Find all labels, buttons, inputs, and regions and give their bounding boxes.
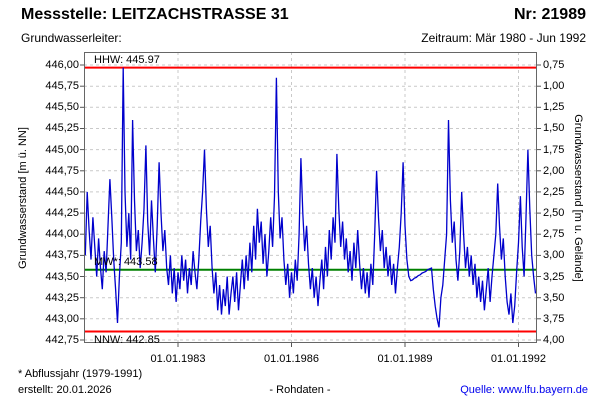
y-axis-right-tick-label: 3,25 [543,270,565,283]
y-axis-left-title: Grundwasserstand [m ü. NN] [17,127,29,269]
y-axis-left-tick-label: 444,00 [45,228,79,241]
aquifer-label: Grundwasserleiter: [21,31,122,45]
y-axis-left-tick-label: 446,00 [45,59,79,72]
y-axis-left-tick-label: 445,00 [45,143,79,156]
source-link[interactable]: Quelle: www.lfu.bayern.de [460,384,588,396]
y-axis-right-tick-label: 2,75 [543,228,565,241]
y-axis-right-tick-label: 0,75 [543,59,565,72]
created-date: erstellt: 20.01.2026 [18,384,112,396]
y-axis-left-tick-label: 442,75 [45,333,79,346]
ref-line-label-nnw: NNW: 442.85 [94,334,160,347]
y-axis-right-tick-label: 3,50 [543,291,565,304]
y-axis-left-tick-label: 443,50 [45,270,79,283]
y-axis-right-tick-label: 3,75 [543,312,565,325]
data-type-label: - Rohdaten - [269,384,331,396]
y-axis-right-tick-label: 2,00 [543,164,565,177]
period-label: Zeitraum: Mär 1980 - Jun 1992 [421,31,586,45]
y-axis-left-tick-label: 444,75 [45,164,79,177]
y-axis-left-tick-label: 444,50 [45,185,79,198]
y-axis-left-tick-label: 443,75 [45,249,79,262]
x-axis-tick-label: 01.01.1989 [377,353,433,365]
y-axis-right-tick-label: 4,00 [543,333,565,346]
y-axis-right-tick-label: 3,00 [543,249,565,262]
ref-line-label-mw: MW*: 443.58 [94,255,158,268]
x-axis-tick-label: 01.01.1983 [150,353,206,365]
x-axis-tick-label: 01.01.1986 [263,353,320,365]
y-axis-right-tick-label: 1,00 [543,80,565,93]
series-line [84,67,537,328]
y-axis-left-tick-label: 443,25 [45,291,79,304]
y-axis-right-tick-label: 1,50 [543,122,565,135]
station-number: Nr: 21989 [513,6,586,23]
footnote-abflussjahr: * Abflussjahr (1979-1991) [18,368,143,380]
y-axis-left-tick-label: 445,75 [45,80,79,93]
y-axis-right-tick-label: 1,25 [543,101,565,114]
y-axis-right-tick-label: 2,50 [543,207,565,220]
y-axis-left-tick-label: 445,50 [45,101,79,114]
page-title: Messstelle: LEITZACHSTRASSE 31 [21,6,289,23]
x-axis-tick-label: 01.01.1992 [490,353,546,365]
y-axis-left-tick-label: 444,25 [45,207,79,220]
y-axis-right-tick-label: 2,25 [543,185,565,198]
y-axis-right-tick-label: 1,75 [543,143,565,156]
y-axis-left-tick-label: 445,25 [45,122,79,135]
groundwater-level-chart [80,52,541,347]
plot-border [84,52,537,343]
ref-line-label-hhw: HHW: 445.97 [94,53,160,66]
y-axis-left-tick-label: 443,00 [45,312,79,325]
